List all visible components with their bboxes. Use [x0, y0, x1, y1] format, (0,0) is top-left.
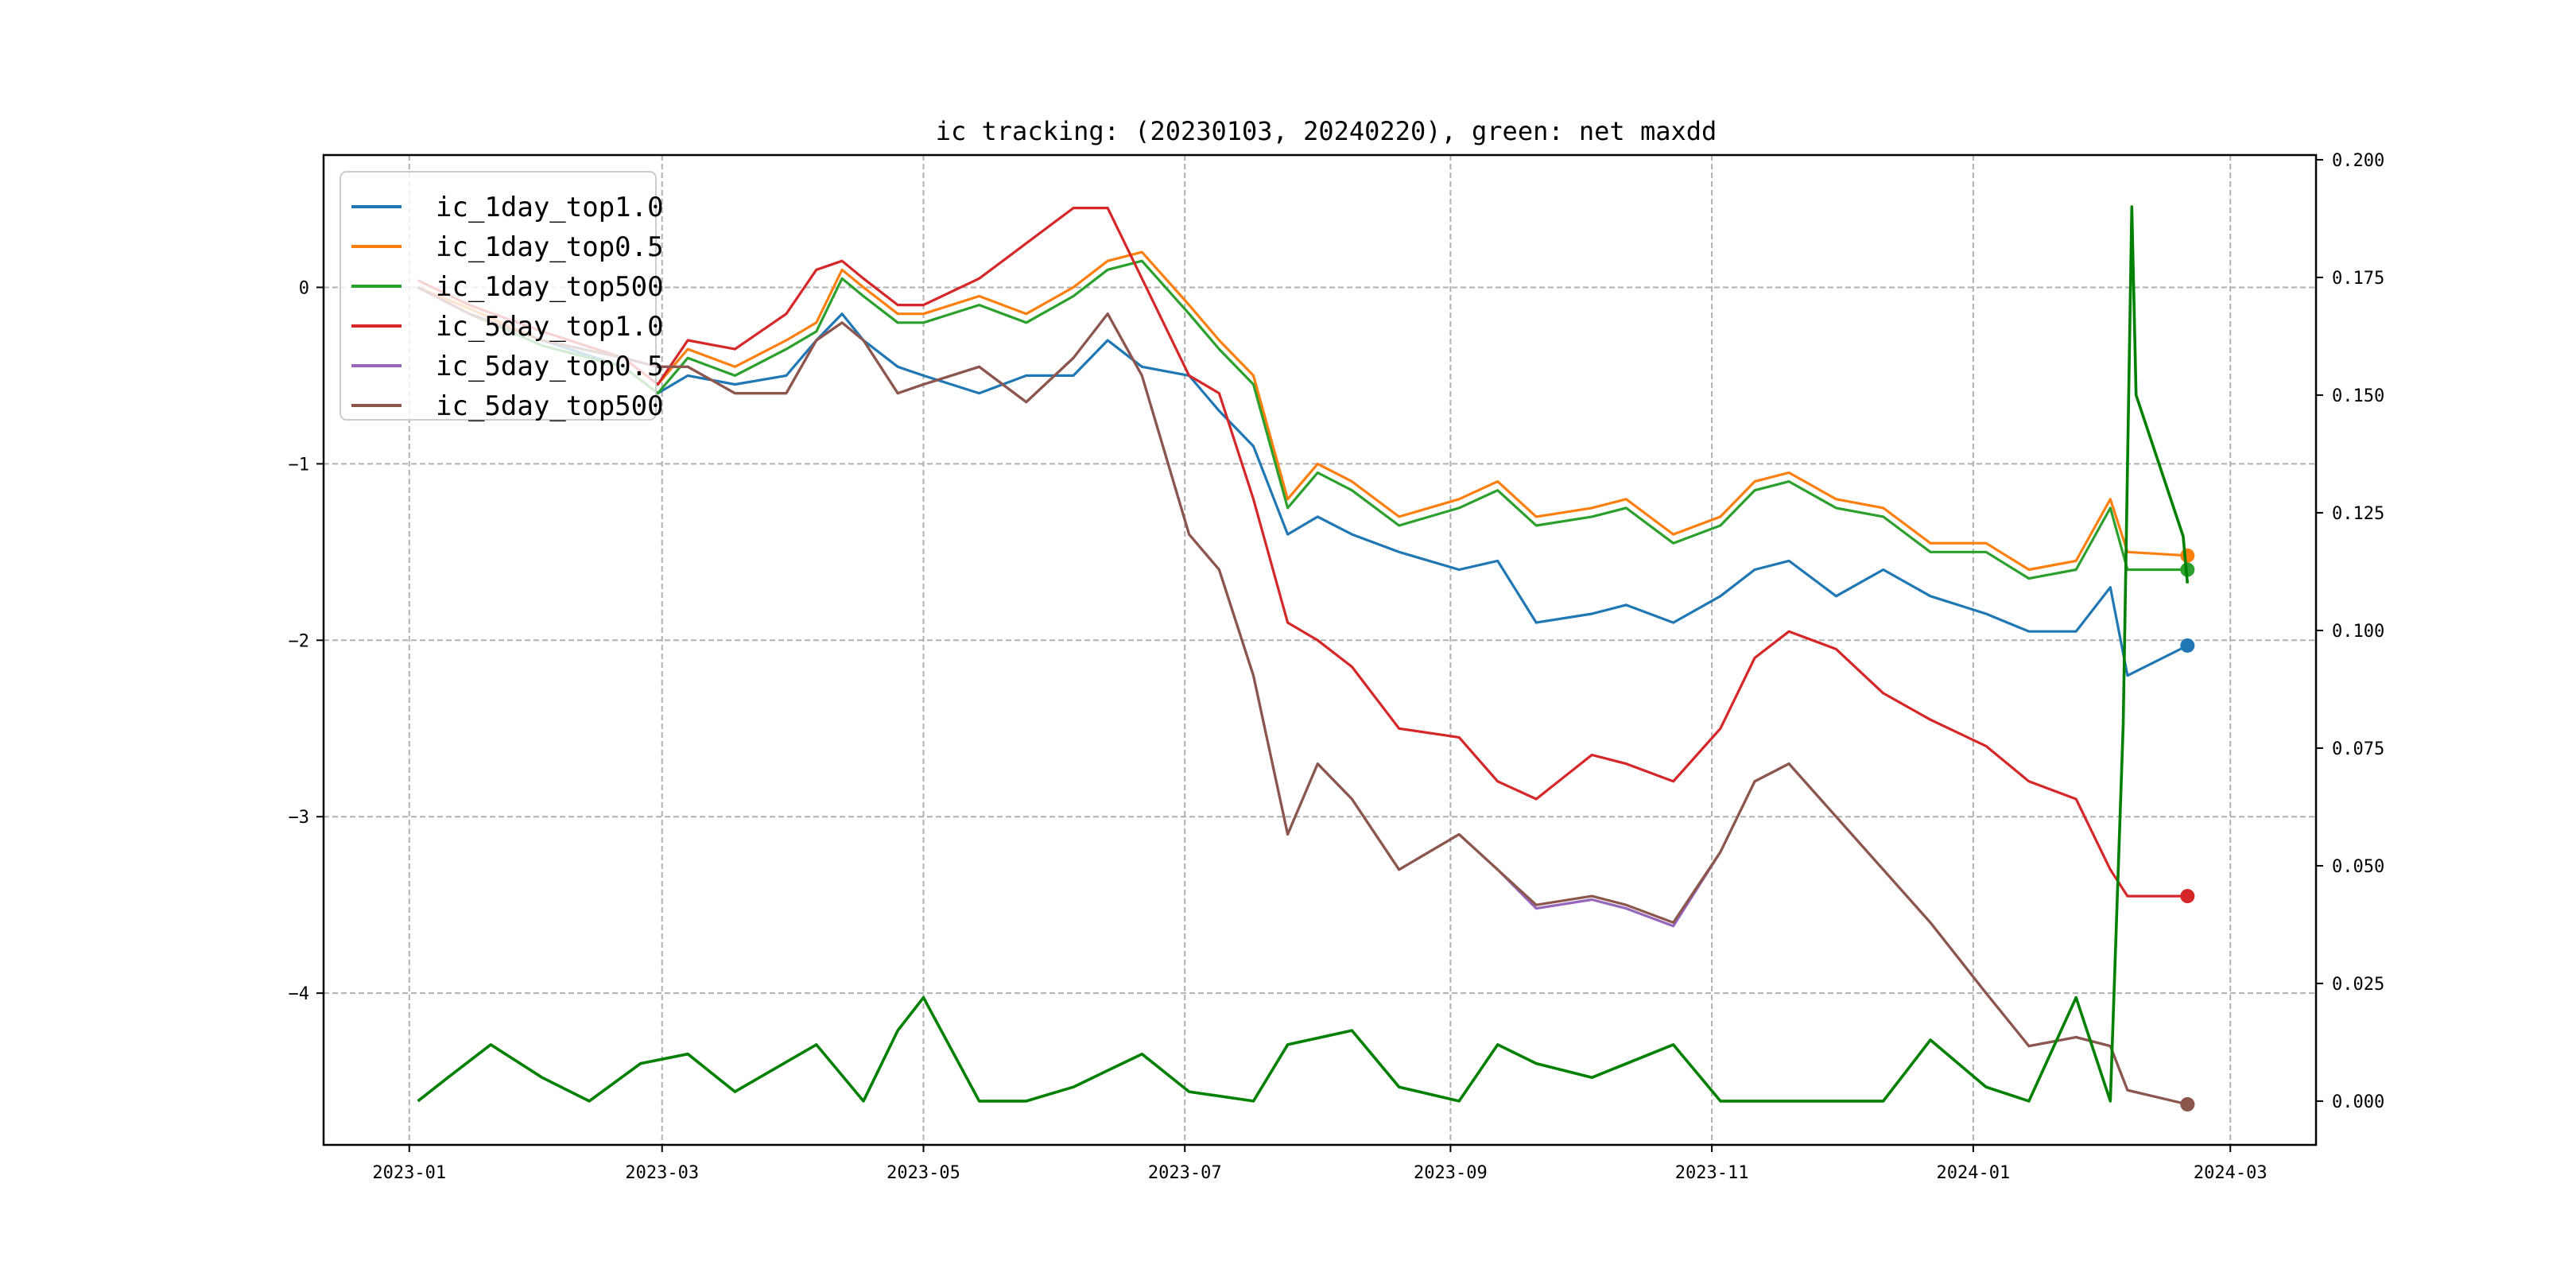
y-axis-right: 0.000 0.025 0.050 0.075 0.100 0.125 0.150 0.175… [2316, 151, 2384, 1112]
x-axis: 2023-01 2023-03 2023-05 2023-07 2023-09 2023-… [372, 1145, 2268, 1183]
legend: ic_1day_top1.0 ic_1day_top0.5 ic_1day_top5… [339, 171, 664, 422]
y-tick-label: 0 [299, 278, 309, 298]
series-line-ic_5day_top500 [417, 285, 2188, 1106]
x-tick-label: 2023-09 [1414, 1163, 1488, 1183]
x-tick-label: 2024-03 [2194, 1163, 2268, 1183]
x-tick-label: 2023-11 [1675, 1163, 1749, 1183]
y-tick-label: −1 [289, 455, 310, 475]
y-right-tick-label: 0.150 [2332, 386, 2384, 406]
y-tick-label: −4 [289, 984, 310, 1004]
legend-label-ic_5day_top1.0: ic_5day_top1.0 [436, 311, 664, 343]
chart-title: ic tracking: (20230103, 20240220), green… [936, 116, 1717, 146]
y-tick-label: −2 [289, 631, 310, 651]
maxdd-line [417, 205, 2190, 1103]
x-tick-label: 2023-05 [886, 1163, 960, 1183]
y-right-tick-label: 0.175 [2332, 269, 2384, 289]
y-right-tick-label: 0.050 [2332, 857, 2384, 877]
legend-label-ic_1day_top1.0: ic_1day_top1.0 [436, 192, 664, 223]
legend-label-ic_5day_top0.5: ic_5day_top0.5 [436, 351, 664, 382]
y-tick-label: −3 [289, 808, 310, 828]
plot-frame [322, 153, 2318, 1146]
y-right-tick-label: 0.000 [2332, 1092, 2384, 1112]
series-line-ic_1day_top500 [417, 259, 2188, 580]
series-line-ic_5day_top1.0 [417, 207, 2188, 898]
series-end-marker-ic_1day_top0.5 [2180, 548, 2195, 563]
legend-label-ic_5day_top500: ic_5day_top500 [436, 390, 664, 422]
x-tick-label: 2024-01 [1937, 1163, 2011, 1183]
series-line-ic_1day_top1.0 [417, 285, 2189, 677]
y-right-tick-label: 0.075 [2332, 739, 2384, 759]
y-axis-left: −4 −3 −2 −1 0 [289, 278, 324, 1004]
y-right-tick-label: 0.025 [2332, 975, 2384, 995]
legend-label-ic_1day_top500: ic_1day_top500 [436, 271, 664, 303]
legend-label-ic_1day_top0.5: ic_1day_top0.5 [436, 231, 664, 263]
y-right-tick-label: 0.100 [2332, 622, 2384, 642]
x-tick-label: 2023-03 [625, 1163, 699, 1183]
series-lines [417, 205, 2195, 1111]
grid [324, 155, 2316, 1145]
x-tick-label: 2023-07 [1148, 1163, 1222, 1183]
series-end-marker-ic_5day_top500 [2180, 1096, 2195, 1111]
series-end-marker-ic_5day_top1.0 [2180, 889, 2195, 904]
series-line-ic_1day_top0.5 [417, 250, 2188, 572]
x-tick-label: 2023-01 [372, 1163, 446, 1183]
series-end-marker-ic_1day_top1.0 [2180, 638, 2195, 653]
y-right-tick-label: 0.200 [2332, 151, 2384, 171]
legend-box [339, 171, 657, 421]
y-right-tick-label: 0.125 [2332, 504, 2384, 524]
